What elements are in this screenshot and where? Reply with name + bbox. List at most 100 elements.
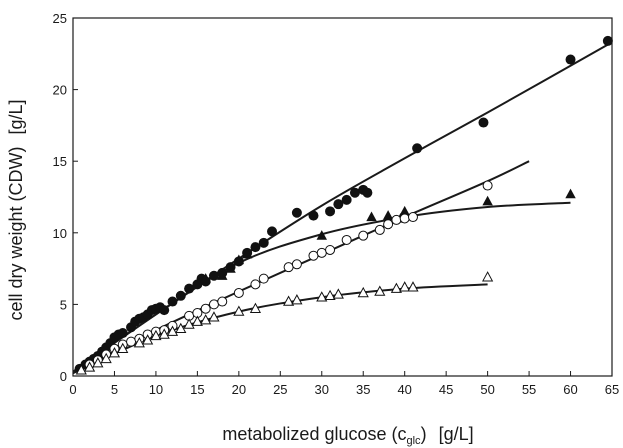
series-2-point	[233, 254, 245, 265]
y-tick-label: 25	[53, 11, 67, 26]
series-3-point	[200, 303, 211, 314]
series-3-point	[399, 213, 410, 224]
plot-border	[72, 17, 613, 377]
series-3-point	[208, 299, 219, 310]
series-4-point	[291, 294, 303, 305]
series-2-point	[316, 230, 327, 240]
series-3-point	[383, 219, 394, 230]
series-2-point	[241, 248, 253, 259]
x-axis-title: metabolized glucose (cglc) [g/L]	[222, 424, 473, 447]
series-1-point	[258, 237, 269, 248]
series-2-point	[482, 195, 493, 206]
series-3-point	[358, 230, 369, 241]
series-3-point	[407, 212, 418, 223]
series-1-point	[291, 207, 302, 218]
x-tick-label: 45	[439, 382, 453, 397]
series-2-point	[382, 210, 394, 220]
series-4-point	[175, 322, 187, 333]
series-4-point	[92, 357, 104, 368]
series-3-point	[341, 234, 352, 245]
series-4-point	[166, 325, 179, 336]
x-axis-label-tail: )	[421, 424, 427, 444]
series-3-point	[391, 214, 402, 225]
series-4-point	[117, 342, 129, 354]
series-4-point	[332, 288, 344, 299]
series-2-point	[399, 205, 410, 216]
series-3-point	[482, 180, 493, 191]
series-1-point	[412, 143, 423, 154]
series-4-point	[407, 281, 419, 292]
series-3-point	[250, 279, 261, 290]
series-2-point	[200, 273, 211, 283]
series-1-point	[117, 328, 128, 339]
y-tick-label: 20	[53, 83, 67, 98]
fit-lines	[72, 41, 613, 375]
series-4-point	[191, 315, 203, 326]
x-tick-label: 25	[273, 382, 287, 397]
series-3-point	[283, 262, 294, 273]
x-tick-label: 65	[605, 382, 619, 397]
series-3-point	[325, 244, 336, 255]
x-tick-label: 60	[563, 382, 577, 397]
series-4-point	[390, 282, 402, 293]
series-4-point	[133, 337, 145, 348]
data-points	[74, 35, 613, 375]
series-4-point	[399, 281, 411, 292]
x-tick-label: 20	[232, 382, 246, 397]
series-4-point	[150, 329, 162, 341]
series-2-point	[366, 211, 377, 222]
x-tick-label: 35	[356, 382, 370, 397]
series-4-point	[233, 305, 245, 316]
series-3-point	[258, 273, 269, 284]
series-4-point	[374, 285, 386, 296]
series-4-point	[249, 302, 262, 313]
y-axis-label: cell dry weight (CDW)	[6, 147, 26, 321]
series-1-point	[333, 199, 344, 210]
series-1-point	[565, 54, 576, 65]
series-1-point	[159, 305, 170, 316]
series-3-point	[291, 259, 302, 270]
x-tick-label: 40	[397, 382, 411, 397]
y-tick-label: 15	[53, 154, 67, 169]
fit-line-1	[72, 41, 613, 373]
series-2-point	[217, 270, 228, 280]
series-4-point	[283, 295, 295, 306]
series-1-point	[208, 270, 219, 281]
series-4-point	[142, 334, 154, 345]
y-tick-label: 10	[53, 226, 67, 241]
y-tick-label: 5	[60, 297, 67, 312]
x-tick-label: 30	[315, 382, 329, 397]
ticks: 0 5 10 15 20 25 30 35 40 45 50 55 60 65 0 5 10 15 20 25	[53, 11, 620, 397]
series-4-point	[75, 364, 87, 375]
series-3-point	[308, 250, 319, 261]
series-4-point	[316, 291, 328, 302]
x-tick-label: 55	[522, 382, 536, 397]
series-4-point	[200, 314, 212, 325]
series-1-point	[325, 206, 336, 217]
x-axis-label-subscript: glc	[407, 435, 422, 447]
series-1-point	[349, 187, 360, 198]
fit-line-2	[72, 201, 571, 373]
series-4-point	[324, 289, 336, 301]
x-tick-label: 10	[149, 382, 163, 397]
plot-frame	[72, 17, 613, 377]
series-2-point	[565, 188, 576, 199]
series-3-point	[316, 247, 327, 258]
series-1-point	[602, 35, 613, 46]
series-2-point	[225, 263, 236, 273]
series-1-point	[184, 283, 195, 294]
series-1-point	[175, 290, 186, 301]
x-tick-label: 5	[111, 382, 118, 397]
series-4-point	[100, 352, 112, 364]
x-tick-label: 0	[69, 382, 76, 397]
series-4-point	[482, 271, 494, 282]
y-tick-label: 0	[60, 369, 67, 384]
series-4-point	[158, 328, 170, 339]
y-axis-title: cell dry weight (CDW) [g/L]	[6, 99, 26, 320]
x-tick-label: 50	[480, 382, 494, 397]
series-4-point	[208, 311, 220, 322]
series-4-point	[183, 318, 195, 329]
series-3-point	[217, 296, 228, 307]
y-axis-unit: [g/L]	[6, 99, 26, 134]
